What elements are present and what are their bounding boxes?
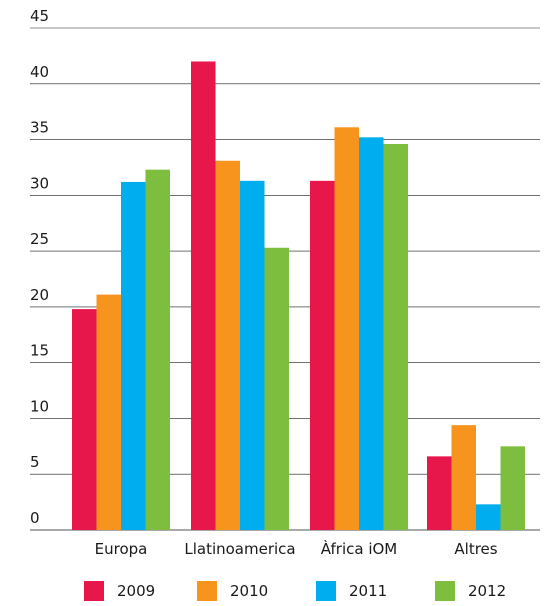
bar-2011-0 — [121, 181, 146, 531]
y-axis-tick-labels: 0 5 10 15 20 25 30 35 40 45 — [30, 7, 49, 527]
legend-swatch — [197, 581, 217, 601]
bar-2009-1 — [191, 61, 216, 530]
legend-item: 2011 — [316, 580, 387, 602]
bar-2012-1 — [264, 247, 289, 530]
category-label: Altres — [454, 540, 497, 558]
legend-item: 2009 — [84, 580, 155, 602]
y-tick-label: 45 — [30, 7, 49, 25]
category-label: Àfrica iOM — [321, 539, 397, 558]
legend-swatch — [316, 581, 336, 601]
bar-2010-0 — [96, 294, 121, 530]
legend-swatch — [84, 581, 104, 601]
y-tick-label: 20 — [30, 286, 49, 304]
y-tick-label: 0 — [30, 509, 40, 527]
bar-2010-1 — [215, 160, 240, 531]
y-tick-label: 40 — [30, 63, 49, 81]
legend-label: 2012 — [468, 582, 507, 600]
bar-2010-2 — [334, 127, 359, 530]
bar-2012-0 — [145, 169, 170, 531]
y-tick-label: 25 — [30, 230, 49, 248]
y-tick-label: 30 — [30, 174, 49, 192]
bar-2011-2 — [359, 137, 384, 530]
bar-2012-3 — [500, 446, 525, 530]
bar-2010-3 — [451, 425, 476, 530]
bars — [72, 61, 525, 531]
bar-2011-1 — [240, 180, 265, 530]
legend-item: 2010 — [197, 580, 268, 602]
y-tick-label: 35 — [30, 119, 49, 137]
category-label: Europa — [95, 540, 148, 558]
legend-label: 2011 — [349, 582, 388, 600]
bar-2009-2 — [310, 180, 335, 530]
y-tick-label: 10 — [30, 397, 49, 415]
bar-2009-3 — [427, 456, 452, 530]
category-label: Llatinoamerica — [184, 540, 295, 558]
bar-chart: 0 5 10 15 20 25 30 35 40 45 Europa Llatinoamerica À… — [30, 7, 540, 558]
bar-2009-0 — [72, 309, 97, 530]
legend-label: 2010 — [230, 582, 269, 600]
bar-2011-3 — [476, 504, 501, 530]
legend-item: 2012 — [435, 580, 506, 602]
bar-2012-2 — [383, 144, 408, 531]
y-tick-label: 5 — [30, 453, 40, 471]
legend-label: 2009 — [117, 582, 156, 600]
y-tick-label: 15 — [30, 342, 49, 360]
x-axis-category-labels: Europa Llatinoamerica Àfrica iOM Altres — [95, 539, 498, 558]
legend-swatch — [435, 581, 455, 601]
